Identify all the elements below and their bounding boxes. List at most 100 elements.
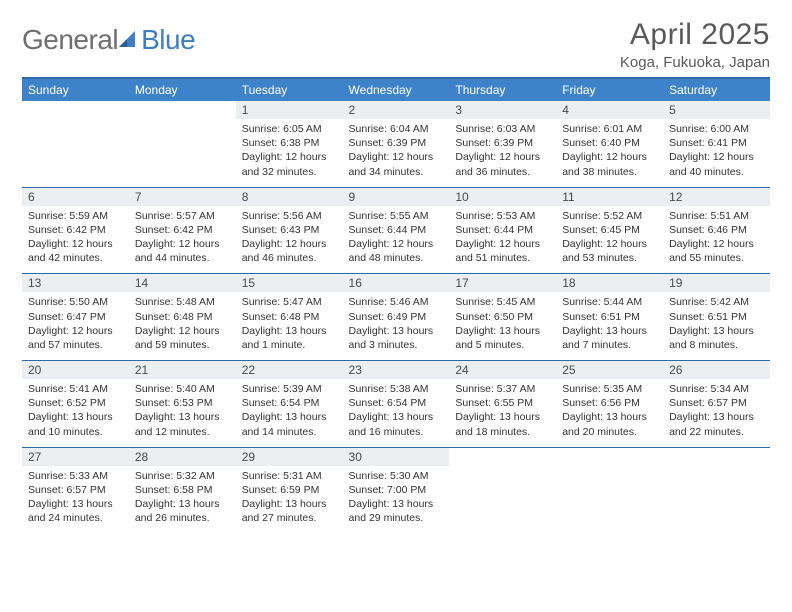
day-content: Sunrise: 5:56 AMSunset: 6:43 PMDaylight:… (236, 206, 343, 274)
day-info-line: Sunset: 6:46 PM (669, 223, 764, 237)
day-number: 5 (663, 101, 770, 119)
calendar-day-cell: 14Sunrise: 5:48 AMSunset: 6:48 PMDayligh… (129, 274, 236, 361)
day-number: 2 (343, 101, 450, 119)
day-info-line: Daylight: 12 hours (349, 237, 444, 251)
day-content: Sunrise: 5:31 AMSunset: 6:59 PMDaylight:… (236, 466, 343, 534)
day-info-line: Sunset: 6:38 PM (242, 136, 337, 150)
day-info-line: Sunrise: 5:52 AM (562, 209, 657, 223)
day-content: Sunrise: 5:37 AMSunset: 6:55 PMDaylight:… (449, 379, 556, 447)
day-info-line: Sunrise: 5:37 AM (455, 382, 550, 396)
brand-logo: General Blue (22, 24, 195, 56)
day-content: Sunrise: 5:59 AMSunset: 6:42 PMDaylight:… (22, 206, 129, 274)
day-content: Sunrise: 5:47 AMSunset: 6:48 PMDaylight:… (236, 292, 343, 360)
day-info-line: Sunset: 6:48 PM (242, 310, 337, 324)
calendar-week-row: 6Sunrise: 5:59 AMSunset: 6:42 PMDaylight… (22, 187, 770, 274)
day-content: Sunrise: 5:34 AMSunset: 6:57 PMDaylight:… (663, 379, 770, 447)
day-info-line: Sunrise: 5:31 AM (242, 469, 337, 483)
calendar-week-row: 1Sunrise: 6:05 AMSunset: 6:38 PMDaylight… (22, 101, 770, 187)
day-info-line: Sunset: 6:54 PM (242, 396, 337, 410)
day-info-line: Daylight: 12 hours (669, 150, 764, 164)
day-info-line: Sunrise: 5:56 AM (242, 209, 337, 223)
day-info-line: and 53 minutes. (562, 251, 657, 265)
empty-day (556, 448, 663, 506)
day-content: Sunrise: 5:35 AMSunset: 6:56 PMDaylight:… (556, 379, 663, 447)
day-info-line: Daylight: 13 hours (135, 497, 230, 511)
day-info-line: Daylight: 12 hours (455, 237, 550, 251)
day-number: 16 (343, 274, 450, 292)
day-content: Sunrise: 5:39 AMSunset: 6:54 PMDaylight:… (236, 379, 343, 447)
day-info-line: and 10 minutes. (28, 425, 123, 439)
day-info-line: Sunset: 6:52 PM (28, 396, 123, 410)
day-info-line: Sunset: 6:57 PM (669, 396, 764, 410)
day-number: 15 (236, 274, 343, 292)
calendar-page: General Blue April 2025 Koga, Fukuoka, J… (0, 0, 792, 533)
day-info-line: and 18 minutes. (455, 425, 550, 439)
calendar-day-cell: 13Sunrise: 5:50 AMSunset: 6:47 PMDayligh… (22, 274, 129, 361)
day-number: 4 (556, 101, 663, 119)
day-info-line: Sunset: 6:44 PM (349, 223, 444, 237)
day-info-line: and 20 minutes. (562, 425, 657, 439)
calendar-day-cell: 2Sunrise: 6:04 AMSunset: 6:39 PMDaylight… (343, 101, 450, 187)
day-content: Sunrise: 5:52 AMSunset: 6:45 PMDaylight:… (556, 206, 663, 274)
day-number: 19 (663, 274, 770, 292)
day-content: Sunrise: 6:03 AMSunset: 6:39 PMDaylight:… (449, 119, 556, 187)
empty-day (22, 101, 129, 159)
calendar-day-cell (449, 447, 556, 533)
title-block: April 2025 Koga, Fukuoka, Japan (620, 18, 770, 71)
calendar-day-cell (129, 101, 236, 187)
calendar-day-cell: 6Sunrise: 5:59 AMSunset: 6:42 PMDaylight… (22, 187, 129, 274)
day-content: Sunrise: 5:50 AMSunset: 6:47 PMDaylight:… (22, 292, 129, 360)
day-info-line: Sunrise: 5:44 AM (562, 295, 657, 309)
day-info-line: Sunset: 6:43 PM (242, 223, 337, 237)
calendar-day-cell (663, 447, 770, 533)
day-number: 24 (449, 361, 556, 379)
calendar-table: SundayMondayTuesdayWednesdayThursdayFrid… (22, 77, 770, 533)
day-info-line: Daylight: 13 hours (669, 410, 764, 424)
day-info-line: Daylight: 13 hours (349, 497, 444, 511)
day-content: Sunrise: 5:33 AMSunset: 6:57 PMDaylight:… (22, 466, 129, 534)
day-info-line: Sunset: 6:50 PM (455, 310, 550, 324)
day-info-line: Sunrise: 5:55 AM (349, 209, 444, 223)
day-info-line: Daylight: 12 hours (242, 237, 337, 251)
calendar-day-cell: 21Sunrise: 5:40 AMSunset: 6:53 PMDayligh… (129, 361, 236, 448)
calendar-day-cell: 17Sunrise: 5:45 AMSunset: 6:50 PMDayligh… (449, 274, 556, 361)
day-info-line: and 42 minutes. (28, 251, 123, 265)
day-info-line: and 14 minutes. (242, 425, 337, 439)
day-info-line: Sunrise: 5:34 AM (669, 382, 764, 396)
day-info-line: Sunset: 6:49 PM (349, 310, 444, 324)
day-info-line: and 8 minutes. (669, 338, 764, 352)
day-info-line: Sunset: 6:48 PM (135, 310, 230, 324)
day-info-line: Sunset: 6:53 PM (135, 396, 230, 410)
day-content: Sunrise: 6:00 AMSunset: 6:41 PMDaylight:… (663, 119, 770, 187)
calendar-day-cell: 20Sunrise: 5:41 AMSunset: 6:52 PMDayligh… (22, 361, 129, 448)
day-info-line: and 57 minutes. (28, 338, 123, 352)
day-number: 11 (556, 188, 663, 206)
day-number: 6 (22, 188, 129, 206)
month-title: April 2025 (620, 18, 770, 52)
day-number: 26 (663, 361, 770, 379)
day-info-line: Daylight: 12 hours (349, 150, 444, 164)
day-info-line: Daylight: 12 hours (28, 237, 123, 251)
day-content: Sunrise: 5:32 AMSunset: 6:58 PMDaylight:… (129, 466, 236, 534)
day-content: Sunrise: 5:42 AMSunset: 6:51 PMDaylight:… (663, 292, 770, 360)
day-info-line: Daylight: 13 hours (562, 410, 657, 424)
day-info-line: and 46 minutes. (242, 251, 337, 265)
day-content: Sunrise: 5:40 AMSunset: 6:53 PMDaylight:… (129, 379, 236, 447)
weekday-header-cell: Thursday (449, 78, 556, 101)
day-info-line: Daylight: 13 hours (28, 410, 123, 424)
day-info-line: Daylight: 13 hours (28, 497, 123, 511)
day-info-line: Daylight: 13 hours (562, 324, 657, 338)
day-info-line: Sunset: 6:54 PM (349, 396, 444, 410)
calendar-day-cell: 4Sunrise: 6:01 AMSunset: 6:40 PMDaylight… (556, 101, 663, 187)
calendar-week-row: 27Sunrise: 5:33 AMSunset: 6:57 PMDayligh… (22, 447, 770, 533)
day-info-line: Daylight: 12 hours (562, 150, 657, 164)
empty-day (129, 101, 236, 159)
day-info-line: Sunrise: 6:05 AM (242, 122, 337, 136)
location-text: Koga, Fukuoka, Japan (620, 54, 770, 71)
calendar-day-cell: 30Sunrise: 5:30 AMSunset: 7:00 PMDayligh… (343, 447, 450, 533)
day-number: 7 (129, 188, 236, 206)
day-info-line: Sunset: 6:57 PM (28, 483, 123, 497)
calendar-day-cell: 12Sunrise: 5:51 AMSunset: 6:46 PMDayligh… (663, 187, 770, 274)
day-info-line: Sunset: 6:59 PM (242, 483, 337, 497)
day-info-line: Sunrise: 5:51 AM (669, 209, 764, 223)
